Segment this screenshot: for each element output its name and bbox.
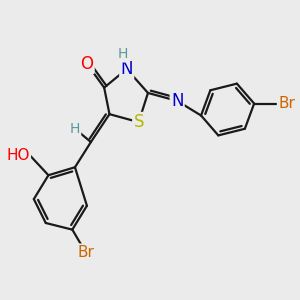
Text: Br: Br (278, 96, 295, 111)
Text: N: N (121, 60, 133, 78)
Text: S: S (134, 113, 144, 131)
Text: HO: HO (6, 148, 30, 163)
Text: O: O (80, 55, 93, 73)
Text: H: H (70, 122, 80, 136)
Text: Br: Br (77, 245, 94, 260)
Text: H: H (118, 47, 128, 61)
Text: N: N (171, 92, 183, 110)
